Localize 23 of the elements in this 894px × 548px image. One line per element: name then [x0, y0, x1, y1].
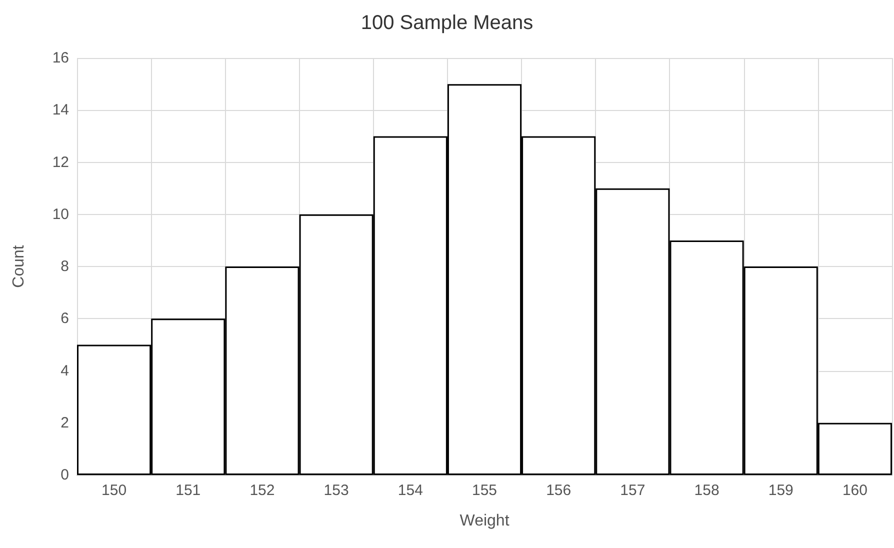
chart-title: 100 Sample Means	[360, 12, 534, 34]
y-axis-title: Count	[10, 244, 28, 288]
x-tick-label: 151	[176, 482, 201, 499]
x-tick-label: 157	[620, 482, 646, 499]
y-tick-label: 6	[60, 310, 69, 328]
y-tick-label: 10	[52, 206, 69, 223]
x-tick-label: 152	[250, 482, 275, 499]
y-tick-label: 2	[60, 414, 69, 432]
y-tick-label: 8	[60, 258, 69, 275]
y-tick-label: 16	[52, 50, 69, 66]
x-tick-label: 155	[472, 482, 498, 499]
x-tick-label: 154	[398, 482, 423, 499]
x-tick-label: 158	[694, 482, 720, 499]
y-tick-label: 12	[52, 154, 69, 171]
x-tick-label: 159	[768, 482, 794, 499]
y-tick-label: 14	[52, 102, 69, 119]
x-tick-label: 153	[324, 482, 349, 499]
x-tick-label: 150	[102, 482, 127, 499]
y-tick-label: 0	[60, 466, 69, 484]
y-tick-label: 4	[60, 362, 69, 380]
x-tick-label: 156	[546, 482, 572, 499]
x-tick-label: 160	[842, 482, 868, 499]
x-axis-title: Weight	[460, 512, 510, 530]
